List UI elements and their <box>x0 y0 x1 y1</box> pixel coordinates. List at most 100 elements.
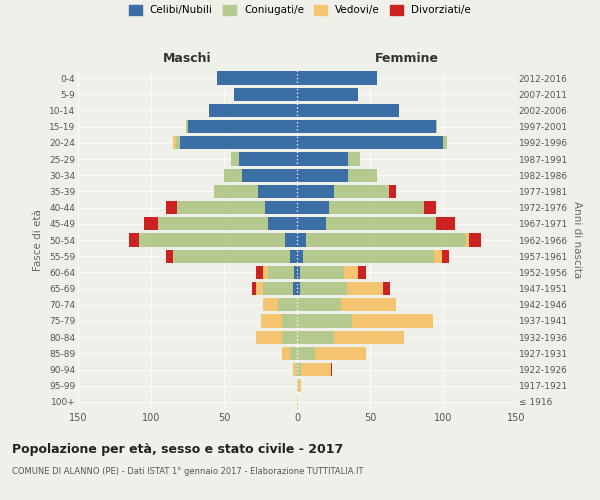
Bar <box>173 136 176 149</box>
Bar <box>436 217 455 230</box>
Bar <box>283 330 297 344</box>
Bar <box>297 314 352 328</box>
Bar <box>166 201 177 214</box>
Bar <box>297 104 399 117</box>
Bar <box>232 152 239 166</box>
Bar <box>383 282 391 295</box>
Bar <box>144 217 158 230</box>
Legend: Celibi/Nubili, Coniugati/e, Vedovi/e, Divorziati/e: Celibi/Nubili, Coniugati/e, Vedovi/e, Di… <box>129 5 471 15</box>
Bar <box>314 346 365 360</box>
Bar <box>306 234 466 246</box>
Bar <box>256 282 263 295</box>
Bar <box>256 330 283 344</box>
Bar <box>283 346 290 360</box>
Bar <box>424 201 436 214</box>
Bar <box>352 314 433 328</box>
Bar <box>297 72 377 85</box>
Bar <box>297 136 443 149</box>
Bar <box>341 298 396 312</box>
Bar <box>297 330 334 344</box>
Y-axis label: Anni di nascita: Anni di nascita <box>572 202 582 278</box>
Text: Maschi: Maschi <box>163 52 212 65</box>
Bar <box>278 298 297 312</box>
Bar <box>297 266 300 279</box>
Bar <box>286 234 297 246</box>
Bar <box>347 282 383 295</box>
Bar <box>293 363 296 376</box>
Bar <box>176 136 180 149</box>
Bar <box>297 201 329 214</box>
Bar <box>297 298 341 312</box>
Text: Popolazione per età, sesso e stato civile - 2017: Popolazione per età, sesso e stato civil… <box>12 442 343 456</box>
Bar <box>209 104 297 117</box>
Bar <box>297 217 326 230</box>
Bar <box>290 346 297 360</box>
Bar <box>334 185 389 198</box>
Bar <box>297 396 298 408</box>
Bar <box>300 282 347 295</box>
Bar <box>442 250 449 263</box>
Bar <box>296 363 297 376</box>
Bar <box>242 168 297 182</box>
Bar <box>239 152 297 166</box>
Bar <box>443 136 448 149</box>
Bar <box>158 217 268 230</box>
Bar <box>188 120 297 134</box>
Bar <box>434 250 442 263</box>
Bar <box>263 266 268 279</box>
Bar <box>297 363 301 376</box>
Bar <box>265 201 297 214</box>
Bar <box>263 298 278 312</box>
Bar <box>268 266 294 279</box>
Bar <box>263 282 293 295</box>
Bar <box>297 379 298 392</box>
Bar <box>334 330 404 344</box>
Bar <box>358 266 365 279</box>
Bar <box>257 185 297 198</box>
Text: COMUNE DI ALANNO (PE) - Dati ISTAT 1° gennaio 2017 - Elaborazione TUTTITALIA.IT: COMUNE DI ALANNO (PE) - Dati ISTAT 1° ge… <box>12 468 364 476</box>
Bar <box>217 72 297 85</box>
Bar <box>186 120 188 134</box>
Bar <box>303 250 434 263</box>
Bar <box>252 282 256 295</box>
Bar <box>166 250 173 263</box>
Bar <box>260 314 283 328</box>
Bar <box>348 152 360 166</box>
Bar <box>297 282 300 295</box>
Bar <box>297 346 314 360</box>
Bar <box>436 120 437 134</box>
Bar <box>297 152 348 166</box>
Bar <box>329 201 424 214</box>
Bar <box>298 379 301 392</box>
Bar <box>290 250 297 263</box>
Bar <box>297 234 306 246</box>
Bar <box>326 217 436 230</box>
Bar <box>268 217 297 230</box>
Bar <box>348 168 377 182</box>
Text: Femmine: Femmine <box>374 52 439 65</box>
Bar <box>297 168 348 182</box>
Bar <box>297 250 303 263</box>
Bar <box>344 266 358 279</box>
Bar <box>294 266 297 279</box>
Bar <box>297 88 358 101</box>
Bar <box>234 88 297 101</box>
Bar <box>297 120 436 134</box>
Bar <box>224 168 242 182</box>
Bar <box>173 250 290 263</box>
Bar <box>469 234 481 246</box>
Bar <box>139 234 286 246</box>
Bar <box>129 234 139 246</box>
Y-axis label: Fasce di età: Fasce di età <box>34 209 43 271</box>
Bar <box>177 201 265 214</box>
Bar <box>466 234 469 246</box>
Bar <box>389 185 396 198</box>
Bar <box>256 266 263 279</box>
Bar <box>301 363 331 376</box>
Bar <box>300 266 344 279</box>
Bar <box>331 363 332 376</box>
Bar <box>293 282 297 295</box>
Bar <box>214 185 257 198</box>
Bar <box>283 314 297 328</box>
Bar <box>297 185 334 198</box>
